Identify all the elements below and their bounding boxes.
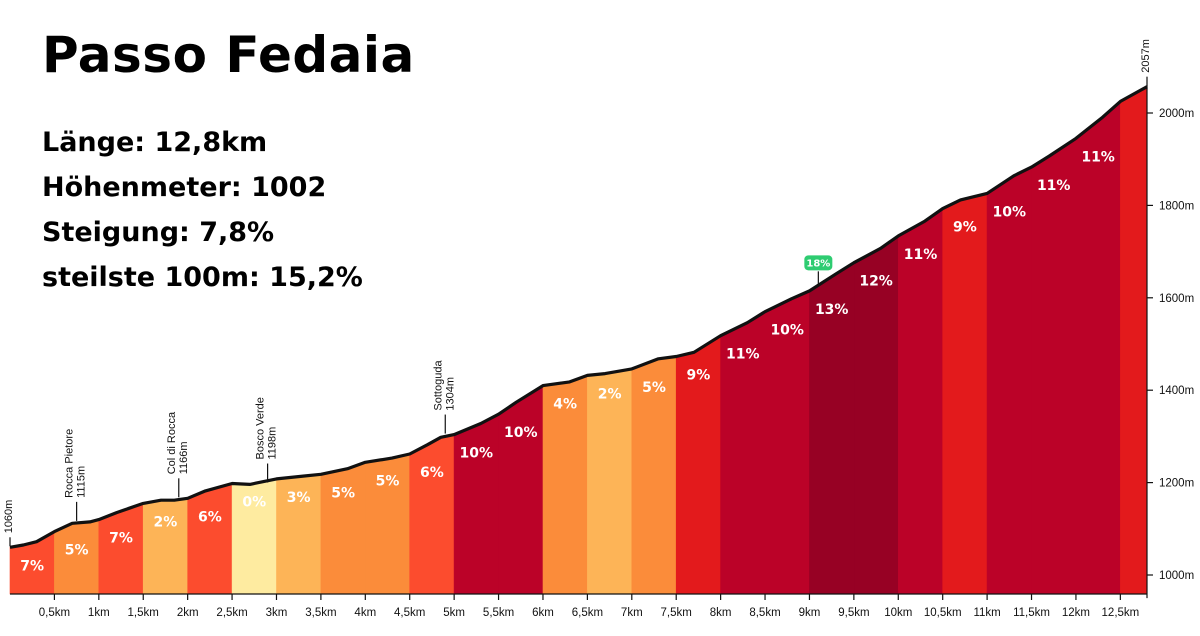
segment-gradient-label: 9% (687, 368, 711, 384)
segment-gradient-label: 10% (770, 323, 804, 339)
waypoint-annotation-text: 1198m (267, 427, 279, 460)
gradient-segment-11 (453, 413, 499, 595)
waypoint-annotation-text: 1115m (76, 466, 88, 498)
segment-gradient-label: 13% (815, 302, 849, 318)
x-tick-label: 2,5km (216, 607, 247, 619)
x-tick-label: 7,5km (661, 607, 692, 619)
x-tick-label: 3km (266, 607, 288, 619)
segment-gradient-label: 9% (953, 220, 977, 236)
segment-gradient-label: 6% (198, 509, 222, 525)
segment-gradient-label: 7% (20, 558, 44, 574)
gradient-segment-26 (1120, 86, 1148, 595)
x-tick-label: 1,5km (128, 607, 159, 619)
stat-length: Länge: 12,8km (42, 127, 268, 158)
segment-gradient-label: 5% (65, 543, 89, 559)
waypoint-annotation-text: Bosco Verde (255, 397, 267, 459)
waypoint-annotation: Rocca Pietore 1115m (64, 429, 88, 498)
waypoint-annotation-text: 1166m (178, 441, 190, 474)
y-tick-label: 1000m (1159, 570, 1194, 582)
y-tick-label: 2000m (1159, 108, 1194, 120)
steepest-badge-label: 18% (806, 258, 830, 269)
gradient-segment-25 (1075, 100, 1121, 595)
gradient-segment-14 (587, 368, 633, 595)
segment-gradient-label: 11% (1037, 178, 1071, 194)
x-tick-label: 9km (799, 607, 821, 619)
x-tick-label: 9,5km (838, 607, 869, 619)
y-tick-label: 1200m (1159, 478, 1194, 490)
x-tick-label: 5km (443, 607, 465, 619)
segment-gradient-label: 5% (642, 380, 666, 396)
segment-gradient-label: 11% (1081, 149, 1115, 165)
x-tick-label: 3,5km (305, 607, 336, 619)
x-tick-label: 4km (354, 607, 376, 619)
x-tick-label: 12,5km (1102, 607, 1140, 619)
segment-gradient-label: 0% (242, 495, 266, 511)
gradient-segment-22 (942, 193, 988, 595)
segment-gradient-label: 2% (598, 386, 622, 402)
segment-gradient-label: 4% (553, 397, 577, 413)
segment-gradient-label: 11% (904, 247, 938, 263)
x-tick-label: 8,5km (749, 607, 780, 619)
steepest-badge (804, 255, 833, 271)
gradient-segment-5 (187, 483, 233, 595)
x-tick-label: 10,5km (924, 607, 962, 619)
waypoint-annotation-text: 2057m (1140, 39, 1152, 73)
y-tick-label: 1400m (1159, 385, 1194, 397)
waypoint-annotation: Col di Rocca 1166m (166, 411, 190, 474)
waypoint-annotation: 2057m (1140, 39, 1152, 73)
waypoint-annotation-text: Col di Rocca (166, 411, 178, 474)
page-title: Passo Fedaia (42, 26, 415, 84)
segment-gradient-label: 7% (109, 531, 133, 547)
segment-gradient-label: 3% (287, 490, 311, 506)
gradient-segment-23 (986, 166, 1032, 595)
x-tick-label: 2km (177, 607, 199, 619)
waypoint-annotation-text: 1304m (444, 377, 456, 411)
stat-steepest-100m: steilste 100m: 15,2% (42, 262, 363, 293)
waypoint-annotation-text: 1060m (3, 500, 15, 534)
x-tick-label: 7km (621, 607, 643, 619)
profile-line (9, 85, 1148, 549)
segment-gradient-label: 10% (993, 204, 1027, 220)
segment-gradient-label: 11% (726, 347, 760, 363)
y-tick-label: 1800m (1159, 200, 1194, 212)
waypoint-annotation: Bosco Verde 1198m (255, 397, 279, 459)
x-tick-label: 11km (973, 607, 1000, 619)
segment-gradient-label: 12% (859, 274, 893, 290)
gradient-segment-24 (1031, 137, 1077, 595)
stats-panel: Länge: 12,8km Höhenmeter: 1002 Steigung:… (42, 120, 363, 300)
waypoint-annotation: 1060m (3, 500, 15, 534)
waypoint-annotation-text: Sottoguda (432, 360, 444, 411)
segment-gradient-label: 10% (504, 425, 538, 441)
y-tick-label: 1600m (1159, 293, 1194, 305)
x-tick-label: 0,5km (39, 607, 70, 619)
x-tick-label: 10km (884, 607, 912, 619)
x-tick-label: 4,5km (394, 607, 425, 619)
stat-average-gradient: Steigung: 7,8% (42, 217, 275, 248)
segment-gradient-label: 6% (420, 465, 444, 481)
gradient-segment-8 (320, 461, 366, 595)
gradient-segment-10 (409, 434, 455, 595)
segment-gradient-label: 5% (331, 485, 355, 501)
x-tick-label: 1km (88, 607, 110, 619)
x-tick-label: 8km (710, 607, 732, 619)
x-tick-label: 6,5km (572, 607, 603, 619)
stat-elevation-gain: Höhenmeter: 1002 (42, 172, 327, 203)
gradient-segment-21 (897, 208, 944, 595)
x-tick-label: 12km (1062, 607, 1090, 619)
x-tick-label: 5,5km (483, 607, 514, 619)
waypoint-annotation-text: Rocca Pietore (64, 429, 76, 498)
gradient-segment-4 (142, 497, 188, 595)
gradient-segment-12 (498, 385, 544, 595)
segment-gradient-label: 5% (376, 473, 400, 489)
x-tick-label: 6km (532, 607, 554, 619)
segment-gradient-label: 10% (460, 446, 494, 462)
waypoint-annotation: Sottoguda 1304m (432, 360, 456, 411)
segment-gradient-label: 2% (154, 514, 178, 530)
x-tick-label: 11,5km (1013, 607, 1050, 619)
